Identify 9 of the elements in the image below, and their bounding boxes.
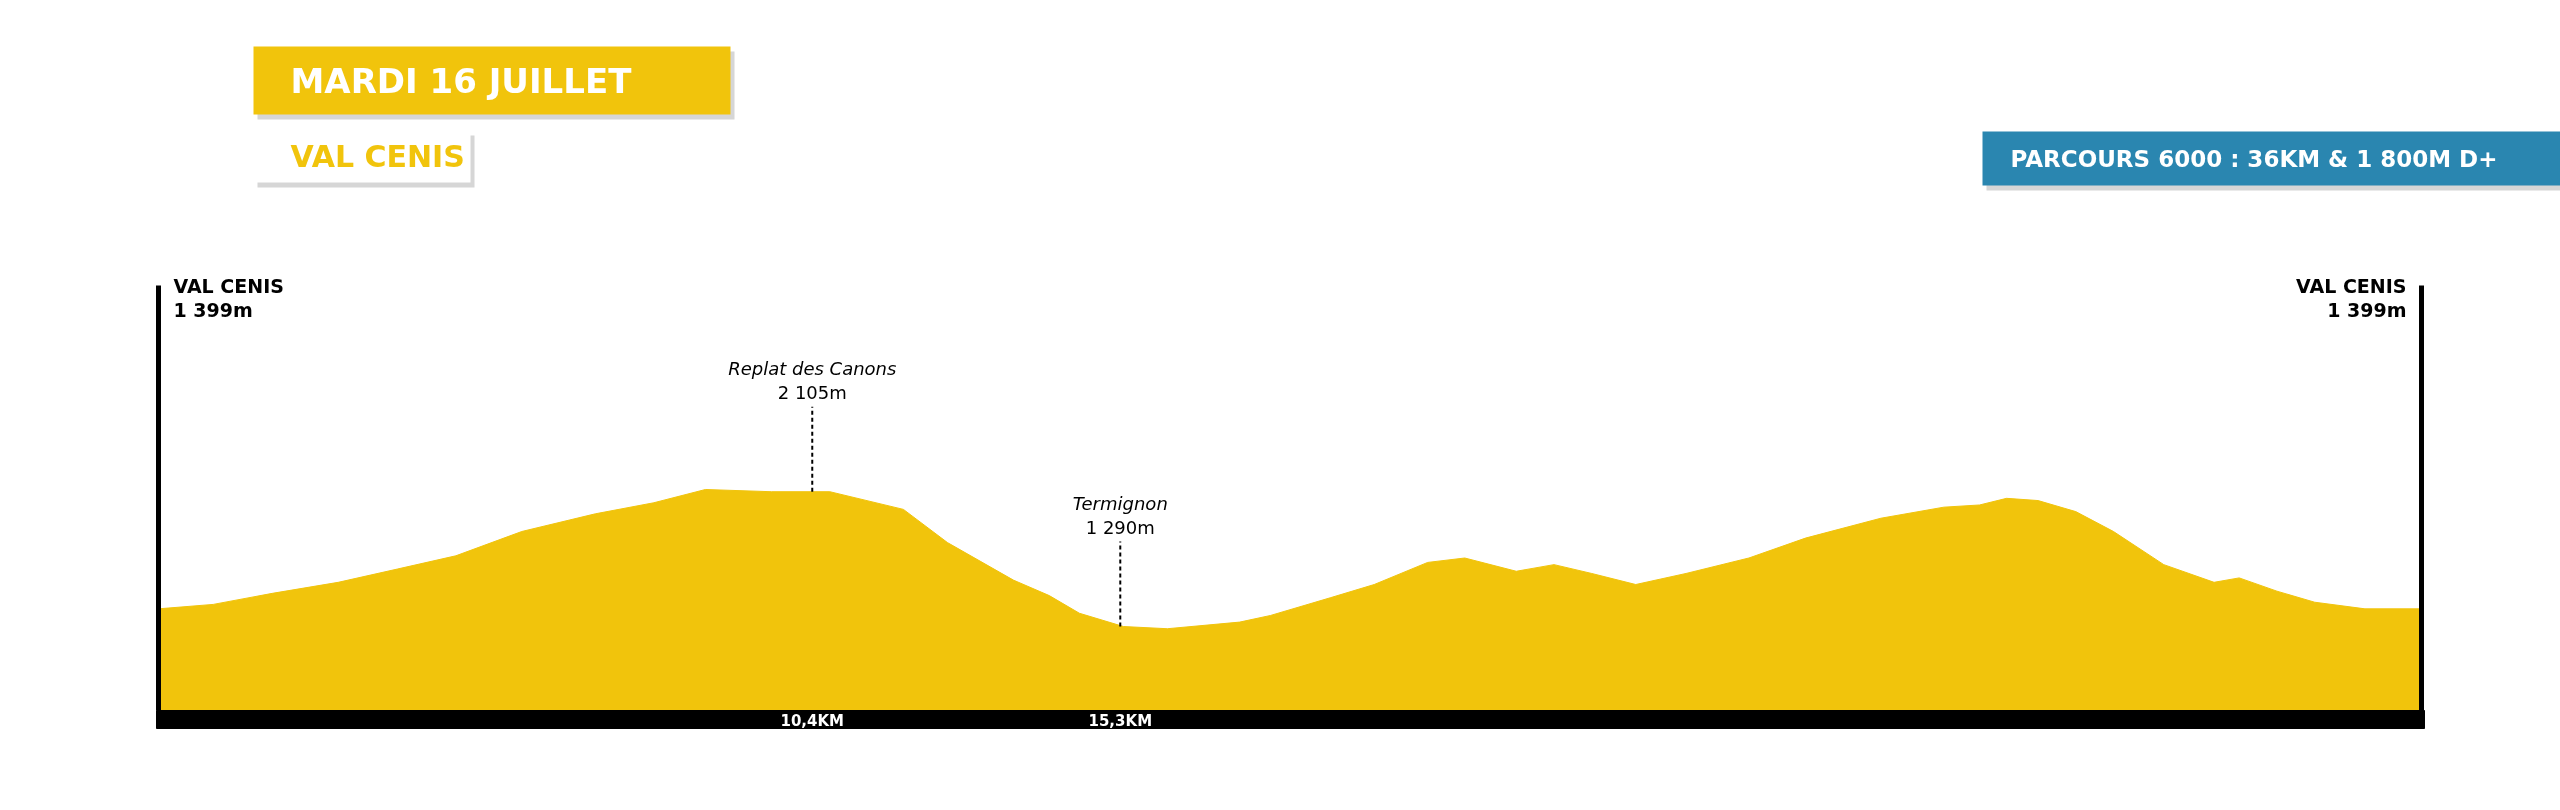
text: VAL CENIS 1 399m <box>173 274 284 321</box>
x-tick-label: 15,3KM <box>1088 711 1153 730</box>
annotation: Replat des Canons 2 105m <box>728 358 897 404</box>
annotation: Termignon 1 290m <box>1072 493 1168 539</box>
text: PARCOURS 6000 : 36KM & 1 800M D+ <box>2010 145 2498 172</box>
x-tick-label: 10,4KM <box>780 711 845 730</box>
text: VAL CENIS 1 399m <box>2296 274 2407 321</box>
chart-title: MARDI 16 JUILLET <box>290 60 633 101</box>
chart-subtitle: VAL CENIS <box>290 139 465 174</box>
